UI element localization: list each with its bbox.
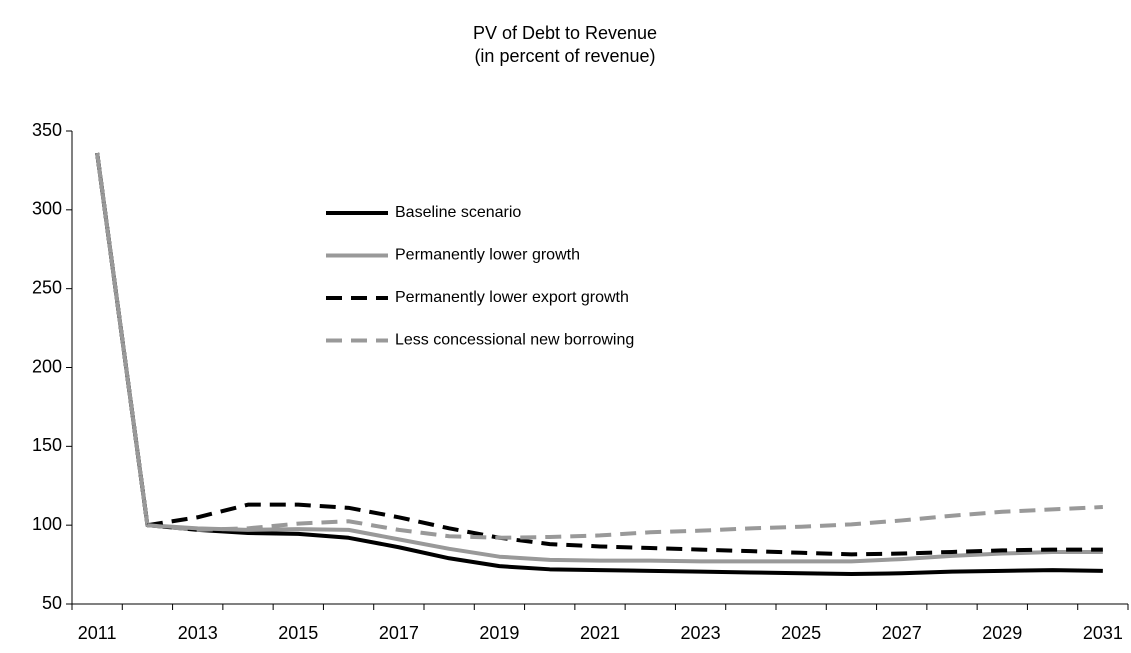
x-tick-label: 2029 [982,623,1022,643]
y-tick-label: 300 [32,199,62,219]
x-tick-label: 2019 [479,623,519,643]
line-series [95,152,1103,557]
y-tick-label: 350 [32,120,62,140]
legend-label: Permanently lower export growth [395,289,629,306]
x-tick-label: 2025 [781,623,821,643]
y-tick-label: 150 [32,435,62,455]
y-tick-label: 200 [32,356,62,376]
line-series [95,152,1103,577]
x-tick-label: 2031 [1083,623,1123,643]
legend-label: Baseline scenario [395,204,521,221]
x-tick-label: 2021 [580,623,620,643]
x-tick-label: 2023 [681,623,721,643]
x-tick-label: 2027 [882,623,922,643]
legend-label: Permanently lower growth [395,247,580,264]
x-tick-label: 2011 [78,623,117,643]
legend-label: Less concessional new borrowing [395,332,634,349]
y-tick-label: 250 [32,277,62,297]
x-tick-label: 2017 [379,623,419,643]
x-tick-label: 2015 [278,623,318,643]
chart-subtitle: (in percent of revenue) [474,46,655,66]
line-series [95,152,1103,564]
y-tick-label: 100 [32,514,62,534]
x-tick-label: 2013 [178,623,218,643]
line-series [95,152,1103,540]
chart-title: PV of Debt to Revenue [473,23,657,43]
y-tick-label: 50 [42,593,62,613]
